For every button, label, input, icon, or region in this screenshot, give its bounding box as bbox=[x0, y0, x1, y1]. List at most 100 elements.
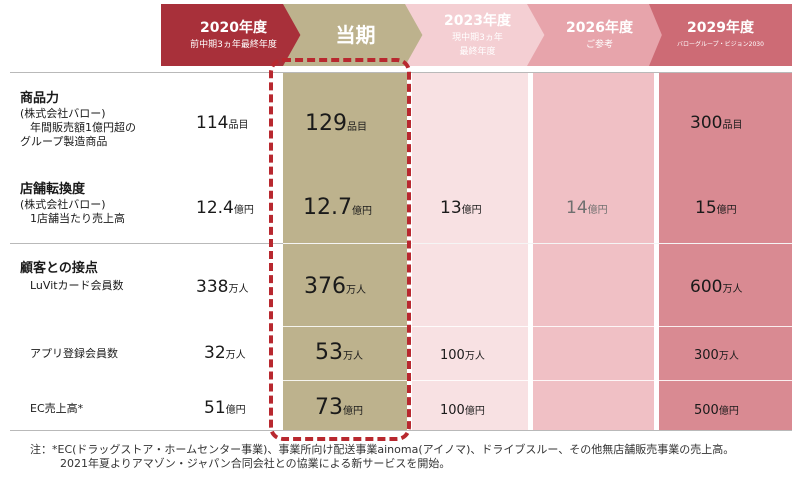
header-current-title: 当期 bbox=[335, 23, 376, 47]
header-2026-title: 2026年度 bbox=[566, 20, 633, 36]
product-heading: 商品力 bbox=[20, 91, 60, 106]
header-2029-sub: バローグループ・ビジョン2030 bbox=[677, 41, 764, 48]
band-separator-1 bbox=[283, 243, 792, 244]
product-note3: グループ製造商品 bbox=[20, 135, 108, 148]
ec-2020-num: 51 bbox=[204, 398, 226, 418]
store-heading: 店舗転換度 bbox=[20, 182, 86, 197]
ec-2020-value: 51億円 bbox=[204, 398, 246, 418]
store-current-num: 12.7 bbox=[303, 195, 352, 220]
customer-2029-unit: 万人 bbox=[722, 284, 743, 295]
ec-2029-value: 500億円 bbox=[694, 402, 739, 418]
product-2029-value: 300品目 bbox=[690, 113, 742, 133]
store-2029-num: 15 bbox=[695, 198, 717, 218]
app-2029-num: 300 bbox=[694, 348, 719, 363]
store-current-value: 12.7億円 bbox=[303, 195, 372, 220]
store-2020-unit: 億円 bbox=[233, 205, 254, 216]
app-current-unit: 万人 bbox=[343, 351, 363, 362]
band-separator-3 bbox=[283, 380, 792, 381]
customer-2029-value: 600万人 bbox=[690, 277, 742, 297]
header-2020-sub: 前中期3ヵ年最終年度 bbox=[190, 40, 277, 50]
app-2023-unit: 万人 bbox=[464, 351, 485, 362]
row-label-ec: EC売上高* bbox=[30, 402, 83, 416]
row-label-customer: 顧客との接点 LuVitカード会員数 bbox=[20, 260, 124, 293]
ec-current-num: 73 bbox=[315, 395, 343, 420]
header-2023: 2023年度 現中期3ヵ年 最終年度 bbox=[405, 4, 550, 66]
header-2023-sub2: 最終年度 bbox=[459, 47, 496, 57]
product-2029-num: 300 bbox=[690, 113, 723, 133]
header-2026: 2026年度 ご参考 bbox=[527, 4, 672, 66]
store-2023-unit: 億円 bbox=[461, 205, 482, 216]
ec-2023-num: 100 bbox=[440, 403, 465, 418]
header-2020-title: 2020年度 bbox=[200, 20, 267, 36]
app-2020-unit: 万人 bbox=[225, 350, 246, 361]
ec-current-value: 73億円 bbox=[315, 395, 363, 420]
row-label-store: 店舗転換度 (株式会社バロー) 1店舗当たり売上高 bbox=[20, 181, 125, 226]
product-2029-unit: 品目 bbox=[722, 120, 743, 131]
app-label: アプリ登録会員数 bbox=[30, 347, 118, 360]
footnote-line1: 注：*EC(ドラッグストア・ホームセンター事業)、事業所向け配送事業ainoma… bbox=[30, 443, 735, 456]
footnote-line2: 2021年夏よりアマゾン・ジャパン合同会社との協業による新サービスを開始。 bbox=[60, 457, 451, 470]
row-label-app: アプリ登録会員数 bbox=[30, 347, 118, 361]
app-2020-num: 32 bbox=[204, 343, 226, 363]
product-current-num: 129 bbox=[305, 111, 347, 136]
app-2029-value: 300万人 bbox=[694, 347, 739, 363]
app-2023-value: 100万人 bbox=[440, 347, 485, 363]
store-2026-num: 14 bbox=[566, 198, 588, 218]
band-2023 bbox=[412, 72, 528, 430]
product-2020-num: 114 bbox=[196, 113, 229, 133]
store-2020-value: 12.4億円 bbox=[196, 198, 254, 218]
header-2020: 2020年度 前中期3ヵ年最終年度 bbox=[161, 4, 306, 66]
header-2023-sub1: 現中期3ヵ年 bbox=[452, 33, 503, 43]
app-2029-unit: 万人 bbox=[718, 351, 739, 362]
product-current-value: 129品目 bbox=[305, 111, 367, 136]
band-separator-2 bbox=[283, 326, 792, 327]
customer-heading: 顧客との接点 bbox=[20, 261, 98, 276]
app-current-value: 53万人 bbox=[315, 340, 363, 365]
app-2020-value: 32万人 bbox=[204, 343, 246, 363]
store-2020-num: 12.4 bbox=[196, 198, 234, 218]
product-current-unit: 品目 bbox=[347, 122, 367, 133]
header-2029: 2029年度 バローグループ・ビジョン2030 bbox=[649, 4, 792, 66]
header-current: 当期 bbox=[283, 4, 428, 66]
customer-current-num: 376 bbox=[304, 274, 346, 299]
store-2023-num: 13 bbox=[440, 198, 462, 218]
header-2029-title: 2029年度 bbox=[687, 20, 754, 36]
store-2026-value: 14億円 bbox=[566, 198, 608, 218]
ec-current-unit: 億円 bbox=[343, 406, 363, 417]
footnote: 注：*EC(ドラッグストア・ホームセンター事業)、事業所向け配送事業ainoma… bbox=[30, 443, 790, 471]
ec-label: EC売上高* bbox=[30, 402, 84, 415]
app-current-num: 53 bbox=[315, 340, 343, 365]
row-label-product: 商品力 (株式会社バロー) 年間販売額1億円超の グループ製造商品 bbox=[20, 90, 136, 149]
store-note2: 1店舗当たり売上高 bbox=[30, 212, 125, 225]
product-note2: 年間販売額1億円超の bbox=[30, 121, 136, 134]
ec-2023-unit: 億円 bbox=[464, 406, 485, 417]
customer-2029-num: 600 bbox=[690, 277, 723, 297]
customer-2020-unit: 万人 bbox=[228, 284, 249, 295]
ec-2020-unit: 億円 bbox=[225, 405, 246, 416]
current-period-highlight bbox=[269, 58, 411, 441]
store-2029-unit: 億円 bbox=[716, 205, 737, 216]
store-current-unit: 億円 bbox=[351, 206, 372, 217]
band-2026 bbox=[533, 72, 654, 430]
header-2026-sub: ご参考 bbox=[585, 40, 613, 50]
ec-2029-unit: 億円 bbox=[718, 406, 739, 417]
header-2023-title: 2023年度 bbox=[444, 13, 511, 29]
store-note1: (株式会社バロー) bbox=[20, 198, 106, 211]
table-top-rule bbox=[10, 72, 792, 73]
product-2020-value: 114品目 bbox=[196, 113, 248, 133]
store-2023-value: 13億円 bbox=[440, 198, 482, 218]
app-2023-num: 100 bbox=[440, 348, 465, 363]
band-current bbox=[283, 72, 407, 430]
customer-note1: LuVitカード会員数 bbox=[30, 279, 124, 292]
store-2029-value: 15億円 bbox=[695, 198, 737, 218]
band-2029 bbox=[659, 72, 792, 430]
product-note1: (株式会社バロー) bbox=[20, 107, 106, 120]
store-2026-unit: 億円 bbox=[587, 205, 608, 216]
product-2020-unit: 品目 bbox=[228, 120, 249, 131]
customer-2020-num: 338 bbox=[196, 277, 229, 297]
customer-2020-value: 338万人 bbox=[196, 277, 248, 297]
customer-current-unit: 万人 bbox=[346, 285, 366, 296]
ec-2023-value: 100億円 bbox=[440, 402, 485, 418]
ec-2029-num: 500 bbox=[694, 403, 719, 418]
customer-current-value: 376万人 bbox=[304, 274, 366, 299]
